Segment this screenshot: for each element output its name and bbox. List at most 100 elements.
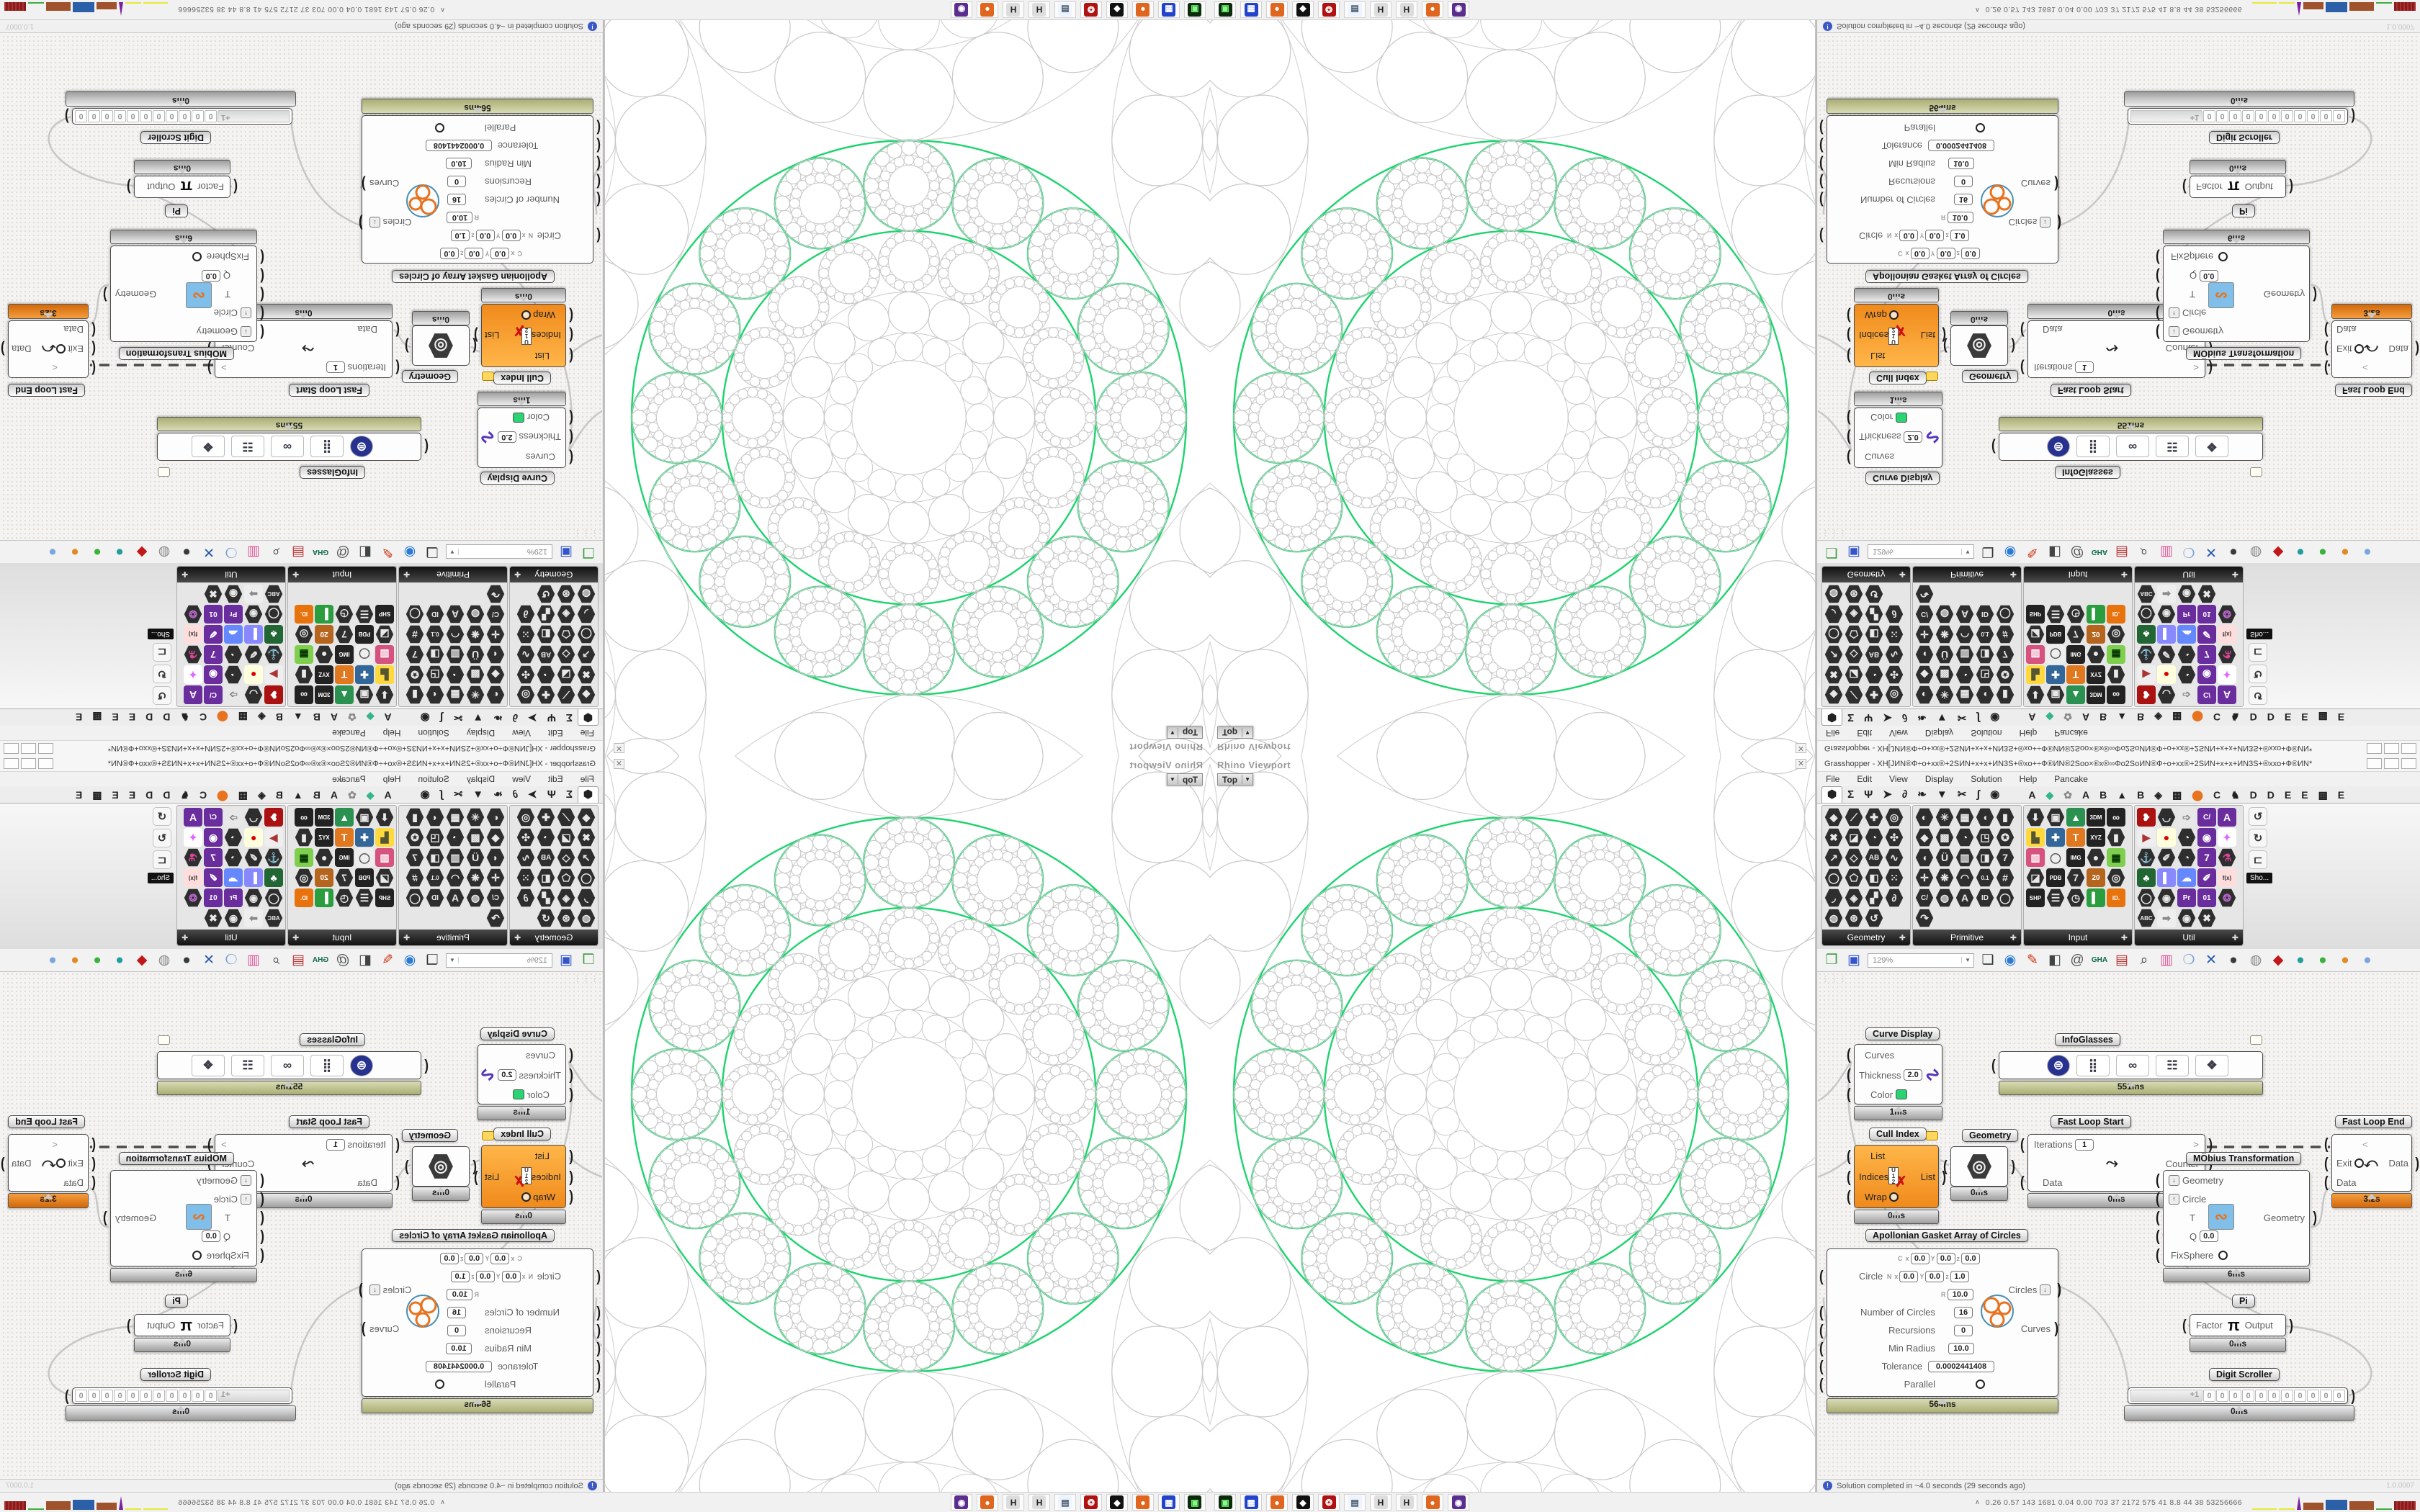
- gh-plugin-tab-15[interactable]: E: [112, 711, 119, 723]
- component-icon[interactable]: SHP: [2026, 605, 2045, 624]
- component-icon[interactable]: ✐: [2157, 848, 2176, 867]
- gh-tab-3[interactable]: ➤: [528, 788, 537, 801]
- preview-shaded-icon[interactable]: ◆: [2272, 952, 2284, 968]
- component-icon[interactable]: ◪: [2026, 868, 2045, 887]
- component-icon[interactable]: ●: [244, 665, 263, 684]
- input-grip[interactable]: (: [1819, 120, 1824, 137]
- output-grip[interactable]: ): [127, 179, 131, 196]
- owl-app-icon[interactable]: ◉: [951, 1494, 972, 1511]
- component-icon[interactable]: ◉: [244, 605, 263, 624]
- sphere-blue-icon[interactable]: ●: [2363, 952, 2372, 968]
- thickness-value[interactable]: 2.0: [497, 431, 516, 443]
- component-icon[interactable]: ▲: [2066, 808, 2085, 827]
- panel-footer-input[interactable]: Input ✚: [2024, 567, 2132, 582]
- float-tool-icon-0[interactable]: ↺: [153, 686, 171, 705]
- input-grip[interactable]: (: [1819, 1267, 1824, 1284]
- component-icon[interactable]: ◔: [446, 665, 465, 684]
- component-icon[interactable]: ▥: [2026, 848, 2045, 867]
- component-icon[interactable]: ◍: [577, 585, 596, 603]
- component-icon[interactable]: ◪: [557, 828, 575, 847]
- input-grip[interactable]: (: [2020, 321, 2025, 339]
- maximize-button[interactable]: [2384, 758, 2399, 769]
- color-swatch[interactable]: [1895, 1089, 1907, 1099]
- component-icon[interactable]: ◖: [1976, 808, 1994, 827]
- component-icon[interactable]: ◯: [264, 605, 283, 624]
- curve-display-label[interactable]: Curve Display: [480, 1027, 555, 1040]
- output-grip[interactable]: ): [2289, 1316, 2293, 1333]
- wheel-app-icon[interactable]: ❂: [1080, 1494, 1102, 1511]
- notification-bubble[interactable]: [158, 1035, 170, 1045]
- component-icon[interactable]: ◈: [1845, 888, 1863, 907]
- output-grip[interactable]: ): [65, 1387, 69, 1404]
- component-icon[interactable]: 7: [335, 868, 354, 887]
- infoglasses-tool-icon[interactable]: ⊜: [2047, 436, 2070, 458]
- digit-cell[interactable]: 0: [140, 1390, 152, 1402]
- save-file-icon[interactable]: ▣: [1847, 544, 1860, 560]
- input-grip[interactable]: (: [596, 192, 601, 209]
- digit-cell[interactable]: 0: [2203, 110, 2215, 122]
- gh-tab-8[interactable]: ʃ: [1976, 711, 1981, 724]
- menu-item-edit[interactable]: Edit: [547, 774, 563, 784]
- value-box[interactable]: 0.0002441408: [1928, 140, 1994, 152]
- component-icon[interactable]: ⟋: [557, 808, 575, 827]
- component-icon[interactable]: ◠: [446, 625, 465, 644]
- infoglasses-component[interactable]: ( ⊜ ⣿ ∞ ☷ ❖: [157, 1051, 429, 1079]
- component-icon[interactable]: ▥: [446, 848, 465, 867]
- infoglasses-tool-icon[interactable]: ∞: [271, 1054, 304, 1076]
- input-grip[interactable]: (: [1847, 409, 1851, 427]
- component-icon[interactable]: AB: [1865, 645, 1883, 664]
- gh-plugin-tab-5[interactable]: ▲: [292, 789, 303, 801]
- input-grip[interactable]: (: [1819, 156, 1824, 173]
- component-icon[interactable]: ID.: [295, 888, 313, 907]
- geometry-param-component[interactable]: ( ◎ ): [1943, 325, 2015, 366]
- component-icon[interactable]: ABC: [2137, 585, 2156, 603]
- component-icon[interactable]: ▙: [2026, 665, 2045, 684]
- cluster-box-icon[interactable]: ▥: [2160, 952, 2173, 968]
- galapagos-balloon-icon[interactable]: ❍: [225, 952, 238, 968]
- component-icon[interactable]: 7: [2066, 625, 2085, 644]
- component-icon[interactable]: ABC: [2137, 909, 2156, 927]
- component-icon[interactable]: ⊛: [557, 909, 575, 927]
- component-icon[interactable]: ✣: [516, 665, 535, 684]
- value-box[interactable]: 0: [447, 176, 466, 188]
- geometry-param-component[interactable]: ( ◎ ): [1943, 1146, 2015, 1187]
- output-grip[interactable]: ): [65, 108, 69, 125]
- digit-cell[interactable]: 0: [192, 110, 204, 122]
- component-icon[interactable]: ▙: [375, 828, 394, 847]
- component-icon[interactable]: ⚓: [2137, 645, 2156, 664]
- component-icon[interactable]: ∿: [516, 848, 535, 867]
- component-icon[interactable]: ∂: [1885, 605, 1904, 624]
- component-icon[interactable]: ◯: [2046, 645, 2065, 664]
- component-icon[interactable]: ◷: [335, 888, 354, 907]
- infoglasses-tool-icon[interactable]: ⊜: [2047, 1054, 2070, 1076]
- gh-plugin-tab-4[interactable]: B: [313, 789, 321, 801]
- component-icon[interactable]: ♣: [2137, 625, 2156, 644]
- component-icon[interactable]: Ü: [466, 645, 485, 664]
- component-icon[interactable]: A: [184, 808, 202, 827]
- value-box[interactable]: 0.0: [1936, 248, 1955, 260]
- component-icon[interactable]: ✖: [2197, 909, 2216, 927]
- value-box[interactable]: 1.0: [451, 230, 470, 242]
- firefox-icon-2[interactable]: ●: [1422, 1494, 1443, 1511]
- menu-item-file[interactable]: File: [580, 728, 594, 738]
- rhino-viewport[interactable]: Rhino Viewport ✕ Top ▼: [604, 20, 1210, 756]
- panel-footer-geometry[interactable]: Geometry ✚: [510, 930, 598, 945]
- gh-tab-3[interactable]: ➤: [1883, 788, 1892, 801]
- input-grip[interactable]: (: [596, 120, 601, 137]
- gh-tab-1[interactable]: Σ: [1847, 788, 1855, 801]
- firefox-icon[interactable]: ●: [1266, 1494, 1288, 1511]
- geometry-param-label[interactable]: Geometry: [1962, 370, 2019, 383]
- component-icon[interactable]: ABC: [264, 909, 283, 927]
- component-icon[interactable]: ⟋: [1845, 808, 1863, 827]
- component-icon[interactable]: ▍: [2087, 605, 2105, 624]
- component-icon[interactable]: ◍: [1935, 888, 1954, 907]
- output-grip[interactable]: ): [103, 1208, 107, 1226]
- input-grip[interactable]: (: [2156, 286, 2160, 304]
- gh-plugin-tab-8[interactable]: ▦: [2172, 711, 2182, 723]
- output-grip[interactable]: ): [103, 286, 107, 304]
- component-icon[interactable]: SHP: [375, 888, 394, 907]
- component-icon[interactable]: ▦: [446, 808, 465, 827]
- chevron-down-icon[interactable]: ▼: [447, 957, 459, 963]
- component-icon[interactable]: ▌: [2157, 868, 2176, 887]
- firefox-icon[interactable]: ●: [1266, 1, 1288, 18]
